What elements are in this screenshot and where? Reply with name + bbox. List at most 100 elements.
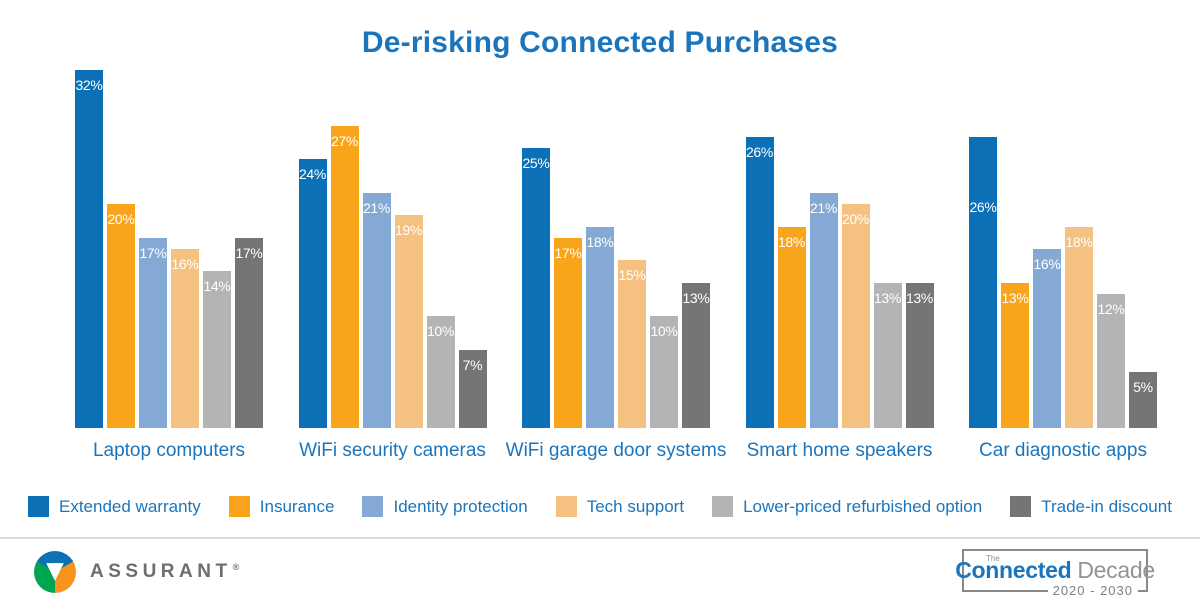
legend-swatch-icon [555,496,577,517]
bar-trade-in-discount: 7% [458,350,487,428]
bar-value-label: 16% [171,256,199,272]
bar-group: 26% 18% 21% 20% 13% 13% Smart home speakers [745,70,934,461]
legend-item: Lower-priced refurbished option [712,496,982,517]
bar-value-label: 18% [586,234,614,250]
category-label: WiFi security cameras [299,440,486,461]
bar-group: 24% 27% 21% 19% 10% 7% WiFi security cameras [298,70,487,461]
bar-value-label: 18% [777,234,806,250]
bar-tech-support: 18% [1065,227,1093,428]
bar-value-label: 26% [969,199,997,215]
registered-trademark-symbol: ® [232,561,244,572]
bar-value-label: 18% [1065,234,1093,250]
bar-value-label: 19% [394,222,423,238]
bar-identity-protection: 18% [586,227,614,428]
bar-value-label: 13% [873,290,902,306]
bar-value-label: 21% [809,200,838,216]
category-label: Car diagnostic apps [979,440,1147,461]
category-label: Smart home speakers [746,440,933,461]
legend-label: Tech support [586,496,685,516]
bar-extended-warranty: 25% [522,148,550,428]
bar-value-label: 25% [522,155,550,171]
bar-tech-support: 20% [841,204,870,428]
chart-legend: Extended warranty Insurance Identity prote… [28,496,1172,517]
bar-lower-priced-refurbished-option: 12% [1097,294,1125,428]
bar-identity-protection: 21% [362,193,391,428]
badge-years-label: 2020 - 2030 [1047,581,1138,600]
footer-divider [0,537,1200,539]
assurant-brand: ASSURANT® [34,551,244,593]
bar-value-label: 20% [841,211,870,227]
bar-value-label: 32% [75,77,103,93]
bar-value-label: 27% [330,133,359,149]
connected-decade-badge: The Connected Decade 2020 - 2030 [955,549,1155,600]
bar-group: 32% 20% 17% 16% 14% 17% Laptop computers [75,70,263,461]
legend-swatch-icon [712,496,734,517]
bar-value-label: 26% [745,144,774,160]
bar-lower-priced-refurbished-option: 13% [873,283,902,428]
bar-value-label: 12% [1097,301,1125,317]
assurant-logo-icon [34,551,76,593]
bar-extended-warranty: 32% [75,70,103,428]
bar-insurance: 27% [330,126,359,428]
bar-identity-protection: 17% [139,238,167,428]
bar-lower-priced-refurbished-option: 10% [650,316,678,428]
legend-label: Trade-in discount [1041,496,1172,516]
bar-trade-in-discount: 5% [1129,372,1157,428]
assurant-wordmark: ASSURANT® [90,561,244,582]
bar-value-label: 20% [107,211,135,227]
bar-value-label: 24% [298,166,327,182]
bar-group: 25% 17% 18% 15% 10% 13% WiFi garage door syste… [506,70,726,461]
bar-value-label: 10% [650,323,678,339]
bar-lower-priced-refurbished-option: 14% [203,271,231,428]
bar-trade-in-discount: 17% [235,238,263,428]
legend-swatch-icon [362,496,384,517]
bar-identity-protection: 16% [1033,249,1061,428]
bar-tech-support: 16% [171,249,199,428]
bar-group: 26% 13% 16% 18% 12% 5% Car diagnostic apps [969,70,1157,461]
legend-item: Identity protection [362,496,528,517]
bar-lower-priced-refurbished-option: 10% [426,316,455,428]
bar-identity-protection: 21% [809,193,838,428]
bar-value-label: 17% [235,245,263,261]
bar-trade-in-discount: 13% [682,283,710,428]
bar-value-label: 5% [1133,379,1153,395]
bar-trade-in-discount: 13% [905,283,934,428]
bar-extended-warranty: 26% [745,137,774,428]
bar-value-label: 21% [362,200,391,216]
bar-value-label: 17% [554,245,582,261]
bar-value-label: 14% [203,278,231,294]
bar-value-label: 7% [462,357,483,373]
bar-value-label: 13% [1001,290,1029,306]
bar-value-label: 10% [426,323,455,339]
bar-tech-support: 15% [618,260,646,428]
badge-the-label: The [986,554,1000,563]
bar-insurance: 18% [777,227,806,428]
legend-swatch-icon [228,496,250,517]
bar-value-label: 13% [682,290,710,306]
legend-swatch-icon [28,496,49,517]
bar-insurance: 17% [554,238,582,428]
category-label: Laptop computers [92,440,246,461]
badge-connected-label: Connected [955,557,1072,583]
bar-value-label: 17% [139,245,167,261]
legend-item: Insurance [228,496,335,517]
badge-decade-label: Decade [1077,557,1155,583]
legend-item: Tech support [555,496,685,517]
bar-insurance: 20% [107,204,135,428]
legend-swatch-icon [1010,496,1032,517]
legend-label: Lower-priced refurbished option [743,496,983,516]
bar-tech-support: 19% [394,215,423,428]
legend-item: Trade-in discount [1010,496,1172,517]
bar-value-label: 13% [905,290,934,306]
bar-extended-warranty: 26% [969,137,997,428]
bar-insurance: 13% [1001,283,1029,428]
bar-value-label: 16% [1033,256,1061,272]
legend-item: Extended warranty [28,496,201,517]
bar-chart: 32% 20% 17% 16% 14% 17% Laptop computers 24% 27%… [75,70,1157,461]
category-label: WiFi garage door systems [505,440,727,461]
chart-title: De-risking Connected Purchases [361,26,839,59]
legend-label: Identity protection [393,496,528,516]
legend-label: Insurance [259,496,335,516]
bar-value-label: 15% [618,267,646,283]
